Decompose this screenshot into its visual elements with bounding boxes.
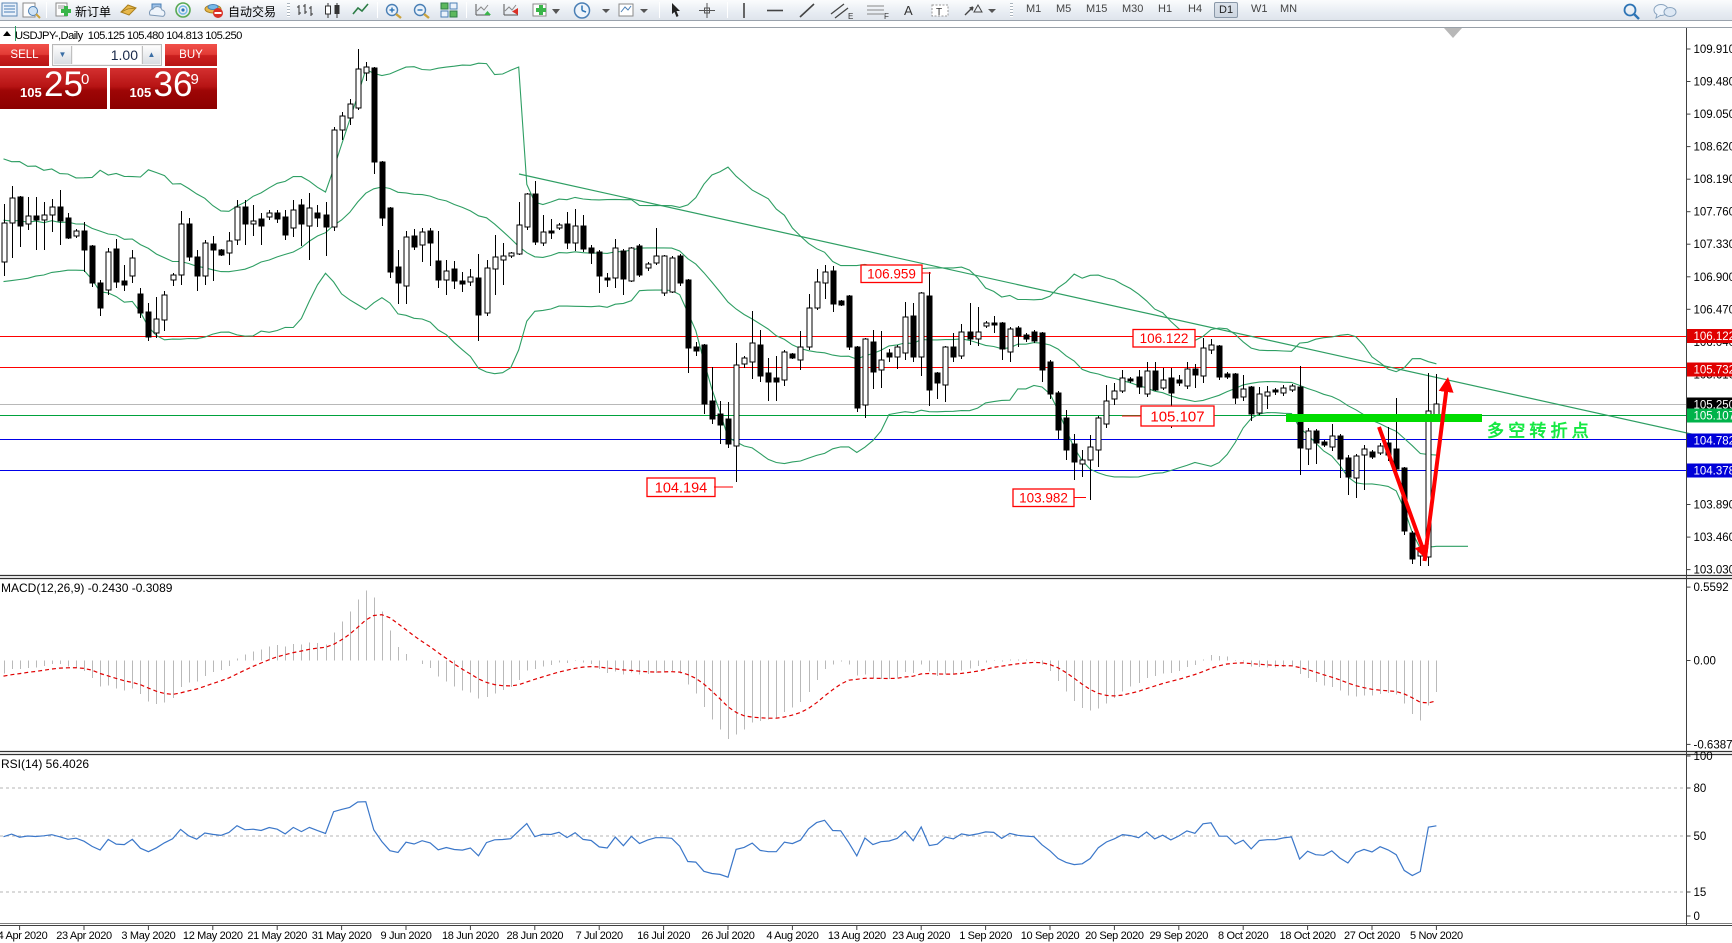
svg-text:15: 15 bbox=[1694, 887, 1707, 899]
svg-text:100: 100 bbox=[1694, 751, 1713, 763]
svg-text:12 May 2020: 12 May 2020 bbox=[183, 930, 243, 942]
svg-text:20 Sep 2020: 20 Sep 2020 bbox=[1085, 930, 1144, 942]
svg-text:107.330: 107.330 bbox=[1694, 239, 1732, 251]
svg-text:0: 0 bbox=[1694, 911, 1700, 923]
svg-text:104.194: 104.194 bbox=[655, 480, 707, 496]
svg-text:多空转折点: 多空转折点 bbox=[1487, 421, 1593, 441]
svg-text:108.620: 108.620 bbox=[1694, 142, 1732, 154]
svg-text:14 Apr 2020: 14 Apr 2020 bbox=[0, 930, 48, 942]
svg-text:F: F bbox=[884, 12, 889, 20]
svg-text:31 May 2020: 31 May 2020 bbox=[312, 930, 372, 942]
svg-text:0.5592: 0.5592 bbox=[1694, 582, 1729, 594]
svg-text:RSI(14) 56.4026: RSI(14) 56.4026 bbox=[1, 757, 89, 771]
svg-text:T: T bbox=[936, 7, 942, 18]
svg-text:103.460: 103.460 bbox=[1694, 532, 1732, 544]
svg-text:5 Nov 2020: 5 Nov 2020 bbox=[1410, 930, 1463, 942]
svg-text:107.760: 107.760 bbox=[1694, 207, 1732, 219]
svg-text:23 Aug 2020: 23 Aug 2020 bbox=[892, 930, 950, 942]
svg-text:27 Oct 2020: 27 Oct 2020 bbox=[1344, 930, 1400, 942]
svg-text:106.122: 106.122 bbox=[1140, 331, 1189, 346]
svg-text:109.050: 109.050 bbox=[1694, 109, 1732, 121]
svg-text:0.00: 0.00 bbox=[1694, 656, 1716, 668]
svg-text:106.470: 106.470 bbox=[1694, 304, 1732, 316]
svg-text:23 Apr 2020: 23 Apr 2020 bbox=[56, 930, 112, 942]
svg-text:105.107: 105.107 bbox=[1150, 408, 1204, 425]
svg-text:16 Jul 2020: 16 Jul 2020 bbox=[637, 930, 690, 942]
svg-text:26 Jul 2020: 26 Jul 2020 bbox=[701, 930, 754, 942]
svg-text:109.910: 109.910 bbox=[1694, 44, 1732, 56]
svg-text:21 May 2020: 21 May 2020 bbox=[247, 930, 307, 942]
svg-text:9 Jun 2020: 9 Jun 2020 bbox=[381, 930, 432, 942]
svg-text:-0.6387: -0.6387 bbox=[1694, 739, 1732, 751]
svg-text:18 Jun 2020: 18 Jun 2020 bbox=[442, 930, 499, 942]
svg-text:10 Sep 2020: 10 Sep 2020 bbox=[1021, 930, 1080, 942]
svg-text:103.982: 103.982 bbox=[1019, 491, 1068, 506]
svg-text:104.378: 104.378 bbox=[1694, 466, 1732, 478]
svg-text:80: 80 bbox=[1694, 783, 1707, 795]
svg-text:3 May 2020: 3 May 2020 bbox=[121, 930, 175, 942]
svg-text:109.480: 109.480 bbox=[1694, 77, 1732, 89]
svg-text:29 Sep 2020: 29 Sep 2020 bbox=[1150, 930, 1209, 942]
svg-text:13 Aug 2020: 13 Aug 2020 bbox=[828, 930, 886, 942]
svg-text:106.900: 106.900 bbox=[1694, 272, 1732, 284]
svg-text:106.959: 106.959 bbox=[867, 267, 916, 282]
svg-text:18 Oct 2020: 18 Oct 2020 bbox=[1280, 930, 1336, 942]
svg-text:MACD(12,26,9) -0.2430 -0.3089: MACD(12,26,9) -0.2430 -0.3089 bbox=[1, 581, 173, 595]
svg-text:USDJPY-,Daily 105.125 105.480: USDJPY-,Daily 105.125 105.480 104.813 10… bbox=[15, 30, 242, 42]
svg-text:28 Jun 2020: 28 Jun 2020 bbox=[506, 930, 563, 942]
svg-text:104.782: 104.782 bbox=[1694, 436, 1732, 448]
svg-text:103.030: 103.030 bbox=[1694, 565, 1732, 577]
svg-text:105.107: 105.107 bbox=[1694, 411, 1732, 423]
svg-text:7 Jul 2020: 7 Jul 2020 bbox=[576, 930, 623, 942]
svg-text:E: E bbox=[848, 12, 853, 20]
svg-text:108.190: 108.190 bbox=[1694, 174, 1732, 186]
svg-text:105.732: 105.732 bbox=[1694, 365, 1732, 377]
svg-text:1 Sep 2020: 1 Sep 2020 bbox=[959, 930, 1012, 942]
svg-text:50: 50 bbox=[1694, 831, 1707, 843]
svg-text:106.122: 106.122 bbox=[1694, 331, 1732, 343]
svg-text:103.890: 103.890 bbox=[1694, 500, 1732, 512]
svg-text:4 Aug 2020: 4 Aug 2020 bbox=[766, 930, 818, 942]
svg-text:8 Oct 2020: 8 Oct 2020 bbox=[1218, 930, 1269, 942]
